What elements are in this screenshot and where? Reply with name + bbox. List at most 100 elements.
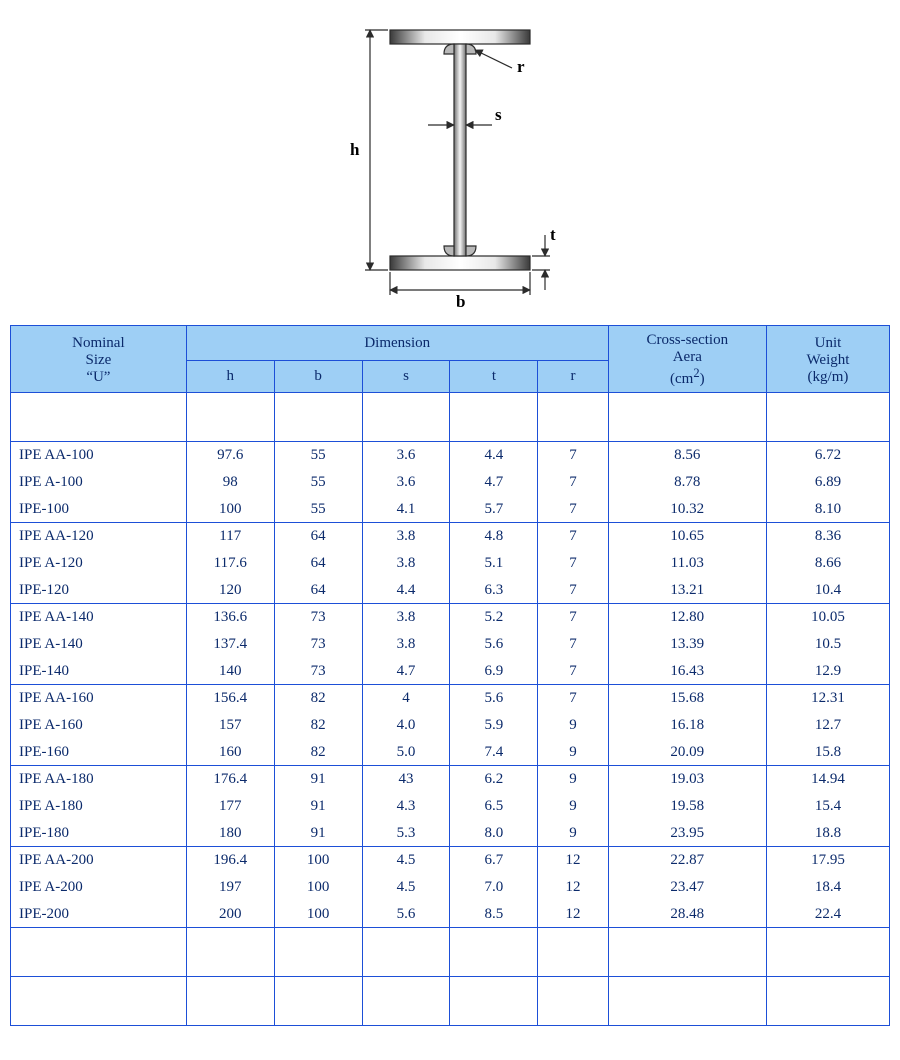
cell-t: 5.6 bbox=[450, 631, 538, 658]
col-header-r: r bbox=[538, 360, 608, 392]
cell-r: 7 bbox=[538, 550, 608, 577]
cell-b: 73 bbox=[274, 658, 362, 685]
table-row: IPE A-2001971004.57.01223.4718.4 bbox=[11, 874, 890, 901]
diagram-label-t: t bbox=[550, 225, 556, 244]
cell-s: 4.4 bbox=[362, 577, 450, 604]
cell-b: 82 bbox=[274, 685, 362, 712]
cell-t: 5.9 bbox=[450, 712, 538, 739]
col-header-s: s bbox=[362, 360, 450, 392]
cell-name: IPE AA-140 bbox=[11, 604, 187, 631]
cell-t: 6.3 bbox=[450, 577, 538, 604]
cell-s: 4 bbox=[362, 685, 450, 712]
cell-h: 200 bbox=[186, 901, 274, 928]
cell-r: 12 bbox=[538, 847, 608, 874]
diagram-label-h: h bbox=[350, 140, 360, 159]
diagram-label-b: b bbox=[456, 292, 465, 310]
table-empty-row bbox=[11, 928, 890, 977]
table-row: IPE AA-120117643.84.8710.658.36 bbox=[11, 523, 890, 550]
cell-b: 91 bbox=[274, 820, 362, 847]
table-row: IPE-100100554.15.7710.328.10 bbox=[11, 496, 890, 523]
cell-h: 137.4 bbox=[186, 631, 274, 658]
table-row: IPE-140140734.76.9716.4312.9 bbox=[11, 658, 890, 685]
table-row: IPE AA-180176.491436.2919.0314.94 bbox=[11, 766, 890, 793]
table-row: IPE A-180177914.36.5919.5815.4 bbox=[11, 793, 890, 820]
cell-h: 120 bbox=[186, 577, 274, 604]
ipe-dimension-table: Nominal Size “U” Dimension Cross-section… bbox=[10, 325, 890, 1026]
ipe-table-container: Nominal Size “U” Dimension Cross-section… bbox=[0, 315, 900, 1026]
cell-r: 7 bbox=[538, 442, 608, 469]
table-row: IPE AA-10097.6553.64.478.566.72 bbox=[11, 442, 890, 469]
cell-t: 4.7 bbox=[450, 469, 538, 496]
cell-weight: 17.95 bbox=[766, 847, 889, 874]
col-header-t: t bbox=[450, 360, 538, 392]
cell-s: 4.1 bbox=[362, 496, 450, 523]
cell-s: 3.8 bbox=[362, 631, 450, 658]
table-empty-row bbox=[11, 393, 890, 442]
cell-weight: 15.4 bbox=[766, 793, 889, 820]
table-row: IPE A-10098553.64.778.786.89 bbox=[11, 469, 890, 496]
cell-area: 8.56 bbox=[608, 442, 766, 469]
cell-name: IPE-200 bbox=[11, 901, 187, 928]
cell-h: 117 bbox=[186, 523, 274, 550]
col-header-weight: Unit Weight (kg/m) bbox=[766, 326, 889, 393]
cell-weight: 14.94 bbox=[766, 766, 889, 793]
cell-area: 23.95 bbox=[608, 820, 766, 847]
cell-s: 4.5 bbox=[362, 847, 450, 874]
cell-name: IPE A-120 bbox=[11, 550, 187, 577]
cell-b: 73 bbox=[274, 604, 362, 631]
cell-area: 19.58 bbox=[608, 793, 766, 820]
cell-weight: 6.72 bbox=[766, 442, 889, 469]
cell-area: 23.47 bbox=[608, 874, 766, 901]
cell-weight: 12.31 bbox=[766, 685, 889, 712]
cell-area: 13.39 bbox=[608, 631, 766, 658]
cell-b: 91 bbox=[274, 793, 362, 820]
cell-weight: 10.5 bbox=[766, 631, 889, 658]
cell-weight: 15.8 bbox=[766, 739, 889, 766]
cell-name: IPE AA-100 bbox=[11, 442, 187, 469]
cell-area: 15.68 bbox=[608, 685, 766, 712]
table-empty-row bbox=[11, 977, 890, 1026]
cell-h: 177 bbox=[186, 793, 274, 820]
cell-s: 3.6 bbox=[362, 442, 450, 469]
cell-weight: 8.10 bbox=[766, 496, 889, 523]
ibeam-diagram-container: h b s t r bbox=[0, 0, 900, 315]
diagram-label-s: s bbox=[495, 105, 502, 124]
cell-r: 9 bbox=[538, 793, 608, 820]
table-row: IPE AA-160156.48245.6715.6812.31 bbox=[11, 685, 890, 712]
cell-area: 11.03 bbox=[608, 550, 766, 577]
table-row: IPE-120120644.46.3713.2110.4 bbox=[11, 577, 890, 604]
cell-t: 5.6 bbox=[450, 685, 538, 712]
cell-name: IPE-100 bbox=[11, 496, 187, 523]
cell-r: 7 bbox=[538, 658, 608, 685]
diagram-label-r: r bbox=[517, 57, 525, 76]
cell-area: 20.09 bbox=[608, 739, 766, 766]
col-header-h: h bbox=[186, 360, 274, 392]
cell-b: 82 bbox=[274, 712, 362, 739]
cell-name: IPE A-160 bbox=[11, 712, 187, 739]
col-header-area: Cross-section Aera (cm2) bbox=[608, 326, 766, 393]
table-row: IPE A-140137.4733.85.6713.3910.5 bbox=[11, 631, 890, 658]
cell-s: 5.6 bbox=[362, 901, 450, 928]
cell-t: 7.0 bbox=[450, 874, 538, 901]
cell-r: 7 bbox=[538, 685, 608, 712]
cell-t: 6.2 bbox=[450, 766, 538, 793]
cell-h: 197 bbox=[186, 874, 274, 901]
cell-t: 6.7 bbox=[450, 847, 538, 874]
cell-name: IPE-140 bbox=[11, 658, 187, 685]
cell-h: 180 bbox=[186, 820, 274, 847]
cell-r: 12 bbox=[538, 874, 608, 901]
table-body: IPE AA-10097.6553.64.478.566.72IPE A-100… bbox=[11, 393, 890, 1026]
cell-name: IPE A-180 bbox=[11, 793, 187, 820]
table-row: IPE AA-140136.6733.85.2712.8010.05 bbox=[11, 604, 890, 631]
cell-r: 7 bbox=[538, 577, 608, 604]
cell-name: IPE AA-180 bbox=[11, 766, 187, 793]
cell-b: 64 bbox=[274, 550, 362, 577]
cell-r: 7 bbox=[538, 604, 608, 631]
cell-t: 4.8 bbox=[450, 523, 538, 550]
cell-name: IPE-120 bbox=[11, 577, 187, 604]
cell-r: 7 bbox=[538, 469, 608, 496]
table-row: IPE A-160157824.05.9916.1812.7 bbox=[11, 712, 890, 739]
cell-name: IPE A-140 bbox=[11, 631, 187, 658]
table-row: IPE-2002001005.68.51228.4822.4 bbox=[11, 901, 890, 928]
cell-h: 117.6 bbox=[186, 550, 274, 577]
